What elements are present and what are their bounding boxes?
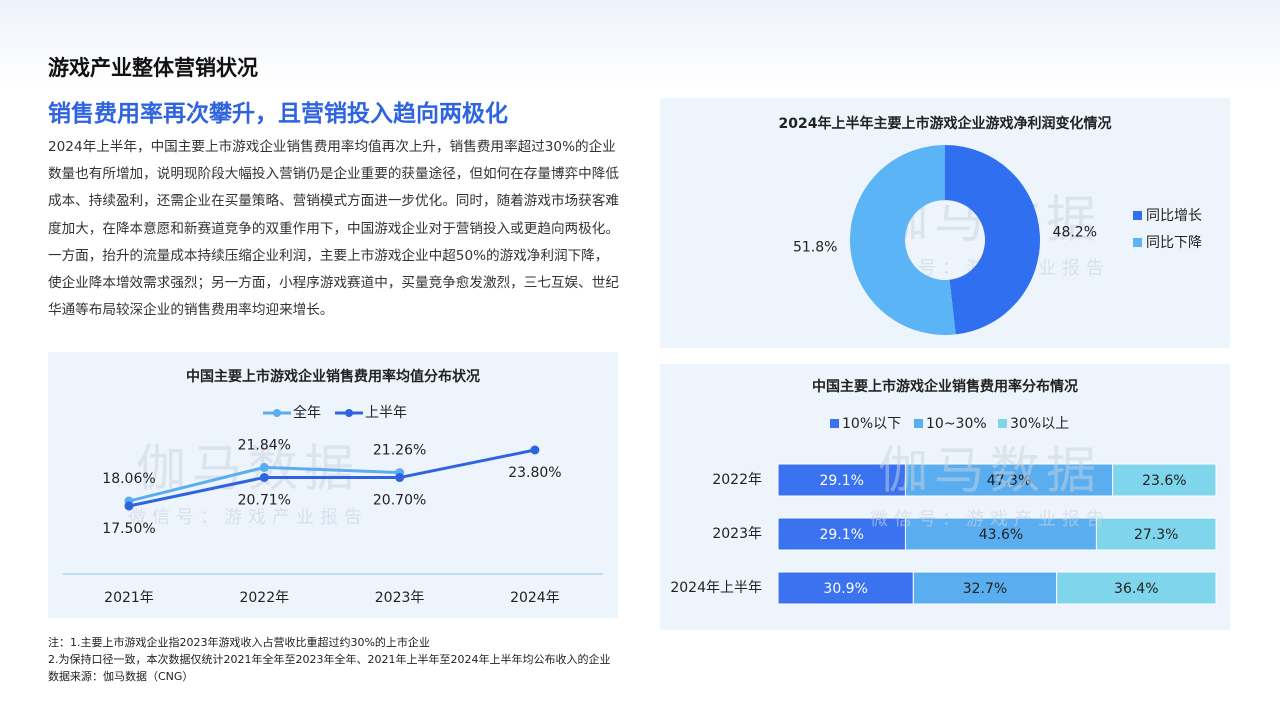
legend-marker	[273, 409, 281, 417]
body-text: 2024年上半年，中国主要上市游戏企业销售费用率均值再次上升，销售费用率超过30…	[48, 139, 619, 319]
bar-segment	[777, 517, 906, 551]
legend-label: 10%以下	[842, 416, 901, 432]
legend-marker	[345, 409, 353, 417]
note: 数据来源：伽马数据（CNG）	[48, 670, 194, 683]
x-tick-label: 2023年	[375, 590, 425, 606]
data-label: 36.4%	[1114, 581, 1158, 597]
x-tick-label: 2021年	[104, 590, 154, 606]
point	[259, 462, 269, 472]
data-label: 43.6%	[979, 527, 1023, 543]
bar-panel: 中国主要上市游戏企业销售费用率分布情况 10%以下 10~30% 30%以上 2022年…	[660, 364, 1230, 630]
data-label: 20.71%	[238, 492, 291, 508]
bar-segment	[1056, 571, 1217, 605]
data-label: 21.26%	[373, 443, 426, 459]
data-label: 47.3%	[987, 473, 1031, 489]
data-label: 23.6%	[1142, 473, 1186, 489]
bar-segment	[912, 571, 1058, 605]
data-label: 18.06%	[102, 471, 155, 487]
donut-chart: 2024年上半年主要上市游戏企业游戏净利润变化情况伽马数据微信号：游戏产业报告4…	[779, 115, 1202, 335]
data-label: 27.3%	[1134, 527, 1178, 543]
point	[530, 445, 540, 455]
data-label: 21.84%	[238, 437, 291, 453]
bar-segment	[904, 463, 1114, 497]
point	[259, 472, 269, 482]
y-tick-label: 2023年	[712, 526, 762, 542]
series-line	[128, 448, 536, 508]
legend-label: 同比增长	[1146, 208, 1202, 224]
legend-label: 10~30%	[926, 416, 987, 432]
chart-title: 中国主要上市游戏企业销售费用率分布情况	[812, 378, 1078, 395]
chart-title: 中国主要上市游戏企业销售费用率均值分布状况	[186, 368, 480, 385]
page-title: 游戏产业整体营销状况	[48, 56, 258, 80]
legend-label: 同比下降	[1146, 235, 1202, 251]
legend-swatch	[1133, 238, 1142, 247]
y-tick-label: 2022年	[712, 472, 762, 488]
subtitle: 销售费用率再次攀升，且营销投入趋向两极化	[48, 101, 508, 127]
legend-label: 上半年	[365, 405, 407, 421]
bar-chart: 中国主要上市游戏企业销售费用率分布情况 10%以下 10~30% 30%以上 2022年…	[670, 378, 1217, 605]
x-tick-label: 2024年	[510, 590, 560, 606]
chart-title: 2024年上半年主要上市游戏企业游戏净利润变化情况	[779, 115, 1112, 132]
x-tick-label: 2022年	[239, 590, 289, 606]
data-label: 20.70%	[373, 493, 426, 509]
data-label: 23.80%	[508, 465, 561, 481]
data-label: 32.7%	[963, 581, 1007, 597]
bar-segment	[1112, 463, 1217, 497]
watermark: 伽马数据	[878, 442, 1102, 500]
legend-swatch	[1133, 211, 1142, 220]
bar-segment	[904, 517, 1097, 551]
point	[395, 473, 405, 483]
data-label: 17.50%	[102, 521, 155, 537]
slice	[945, 145, 1040, 335]
y-tick-label: 2024年上半年	[670, 580, 762, 596]
watermark: 微信号：游戏产业报告	[870, 509, 1110, 530]
point	[124, 501, 134, 511]
line-chart: 中国主要上市游戏企业销售费用率均值分布状况伽马数据微信号：游戏产业报告2021年…	[63, 368, 603, 606]
watermark: 微信号：游戏产业报告	[128, 507, 368, 528]
pie-panel: 2024年上半年主要上市游戏企业游戏净利润变化情况伽马数据微信号：游戏产业报告4…	[660, 98, 1230, 348]
note: 注：1.主要上市游戏企业指2023年游戏收入占营收比重超过约30%的上市企业	[48, 636, 430, 649]
bar-segment	[1095, 517, 1217, 551]
data-label: 29.1%	[819, 473, 863, 489]
legend-swatch	[998, 419, 1007, 428]
legend-swatch	[830, 419, 839, 428]
legend-swatch	[914, 419, 923, 428]
data-label: 29.1%	[819, 527, 863, 543]
data-label: 51.8%	[793, 239, 837, 255]
data-label: 30.9%	[823, 581, 867, 597]
notes: 注：1.主要上市游戏企业指2023年游戏收入占营收比重超过约30%的上市企业 2…	[48, 634, 610, 685]
line-panel: 中国主要上市游戏企业销售费用率均值分布状况 伽马数据 微信号：游戏产业报告 2021年…	[48, 352, 618, 618]
slice	[850, 145, 956, 335]
legend-label: 30%以上	[1010, 416, 1069, 432]
note: 2.为保持口径一致，本次数据仅统计2021年全年至2023年全年、2021年上半…	[48, 653, 611, 666]
legend-label: 全年	[293, 404, 321, 421]
data-label: 48.2%	[1053, 225, 1097, 241]
